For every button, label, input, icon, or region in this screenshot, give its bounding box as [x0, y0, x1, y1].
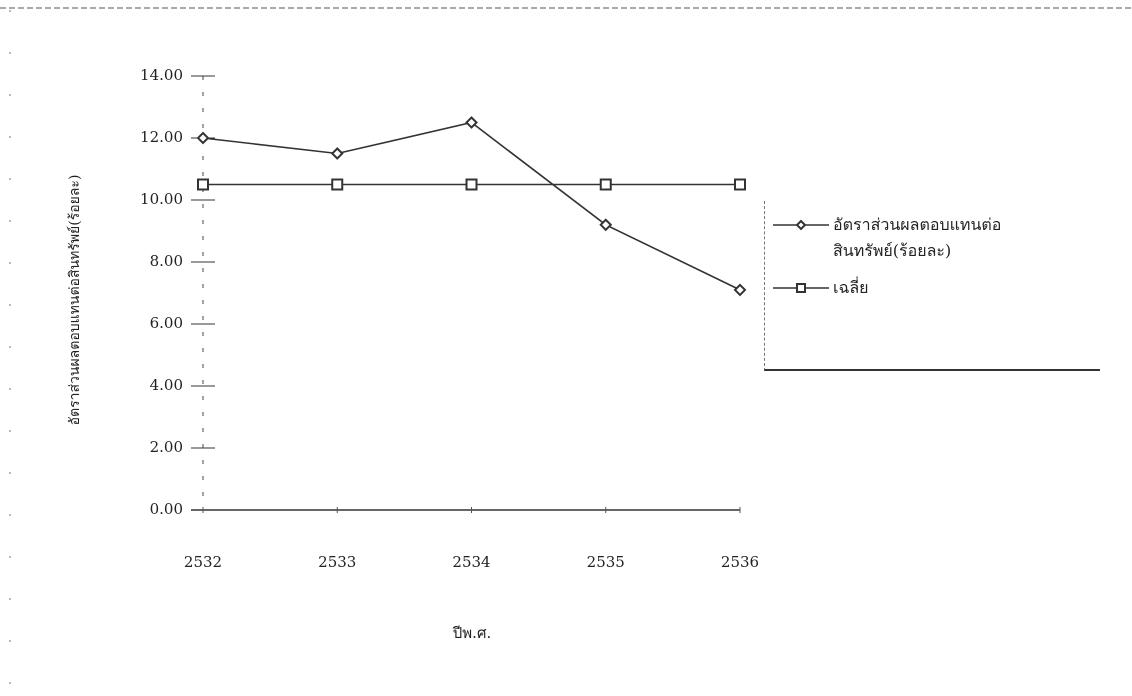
legend-item: เฉลี่ย: [771, 278, 1100, 301]
legend-label: เฉลี่ย: [833, 278, 869, 297]
x-tick-label: 2534: [452, 553, 490, 571]
legend-key: [773, 283, 829, 293]
marker: [331, 178, 344, 191]
y-tick-label: 14.00: [140, 66, 183, 84]
marker: [465, 178, 478, 191]
y-axis-label: อัตราส่วนผลตอบแทนต่อสินทรัพย์(ร้อยละ): [66, 175, 83, 426]
y-tick-label: 12.00: [140, 128, 183, 146]
x-tick-label: 2533: [318, 553, 356, 571]
y-tick-label: 8.00: [150, 252, 183, 270]
marker: [196, 131, 210, 145]
y-tick-label: 4.00: [150, 376, 183, 394]
marker: [733, 283, 747, 297]
marker: [197, 178, 209, 191]
legend-key: [773, 219, 829, 231]
marker: [465, 116, 478, 129]
y-tick-label: 0.00: [150, 500, 183, 518]
legend-item: อัตราส่วนผลตอบแทนต่อสินทรัพย์(ร้อยละ): [771, 215, 1100, 264]
marker: [796, 283, 806, 293]
x-axis-label: ปีพ.ศ.: [452, 624, 491, 642]
marker: [795, 219, 807, 231]
x-tick-label: 2535: [587, 553, 625, 571]
marker: [599, 218, 613, 232]
marker: [330, 147, 344, 160]
y-tick-label: 2.00: [150, 438, 183, 456]
y-tick-label: 6.00: [150, 314, 183, 332]
legend: อัตราส่วนผลตอบแทนต่อสินทรัพย์(ร้อยละ) เฉล…: [764, 201, 1100, 371]
x-tick-label: 2536: [721, 553, 759, 571]
legend-label: อัตราส่วนผลตอบแทนต่อสินทรัพย์(ร้อยละ): [833, 215, 1002, 260]
series-line: [202, 121, 741, 291]
marker: [599, 178, 612, 191]
y-tick-label: 10.00: [140, 190, 183, 208]
x-tick-label: 2532: [184, 553, 222, 571]
marker: [734, 178, 746, 191]
